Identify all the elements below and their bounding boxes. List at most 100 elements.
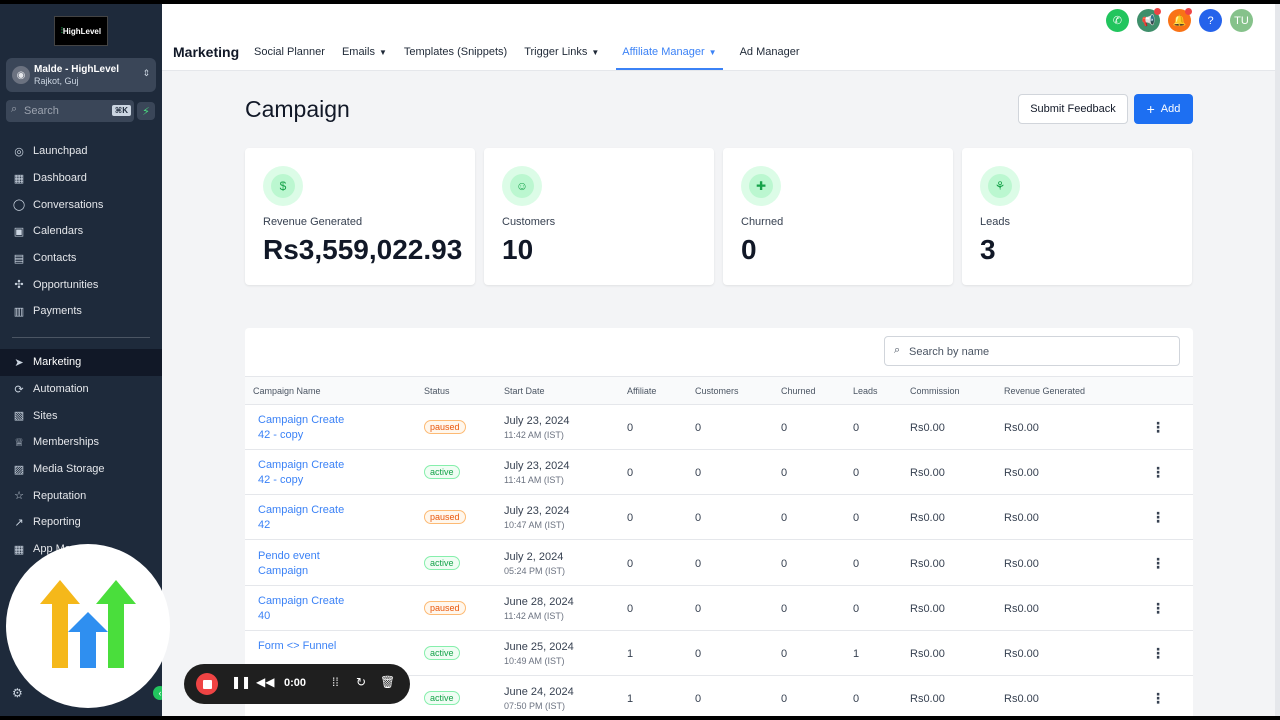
sidebar-item-dashboard[interactable]: ▦ Dashboard (0, 165, 162, 192)
sidebar-search-placeholder: Search (24, 105, 59, 117)
bell-icon[interactable]: 🔔 (1168, 8, 1192, 32)
stat-label: Customers (502, 216, 556, 228)
cell-churned: 0 (781, 467, 788, 480)
chevron-updown-icon: ⇕ (142, 68, 150, 78)
stat-card-revenue-generated: $ Revenue Generated Rs3,559,022.93 (245, 148, 475, 285)
stop-recording-button[interactable] (196, 673, 218, 695)
more-options-icon[interactable]: ⋮ (1151, 419, 1165, 435)
sidebar-item-marketing[interactable]: ➤ Marketing (0, 349, 162, 376)
phone-icon[interactable]: ✆ (1106, 9, 1129, 32)
column-header[interactable]: Commission (910, 386, 960, 396)
cell-churned: 0 (781, 693, 788, 706)
sidebar-item-calendars[interactable]: ▣ Calendars (0, 218, 162, 245)
column-header[interactable]: Campaign Name (253, 386, 321, 396)
tab-templates-snippets-[interactable]: Templates (Snippets) (404, 40, 507, 70)
more-options-icon[interactable]: ⋮ (1151, 509, 1165, 526)
quick-action-bolt-icon[interactable]: ⚡ (137, 102, 155, 120)
sidebar-item-sites[interactable]: ▧ Sites (0, 402, 162, 429)
start-date: July 2, 2024 (504, 550, 564, 563)
tab-emails[interactable]: Emails ▼ (342, 40, 387, 70)
status-badge: paused (424, 510, 466, 525)
user-avatar[interactable]: TU (1230, 9, 1253, 32)
column-header[interactable]: Affiliate (627, 386, 657, 396)
tab-ad-manager[interactable]: Ad Manager (740, 40, 800, 70)
sidebar-item-label: Reputation (33, 489, 87, 502)
sidebar-item-reporting[interactable]: ↗ Reporting (0, 509, 162, 536)
status-badge: active (424, 555, 460, 570)
sidebar-item-memberships[interactable]: ♕ Memberships (0, 429, 162, 456)
column-header[interactable]: Leads (853, 386, 878, 396)
column-header[interactable]: Start Date (504, 386, 545, 396)
campaign-name-link[interactable]: Form <> Funnel (258, 639, 336, 654)
pause-icon[interactable]: ❚❚ (231, 675, 252, 689)
more-options-icon[interactable]: ⋮ (1151, 464, 1165, 481)
drag-handle-icon[interactable]: ⁞⁞ (332, 675, 339, 689)
account-switcher[interactable]: ◉ Malde - HighLevel Rajkot, Guj ⇕ (6, 58, 156, 92)
cell-leads: 0 (853, 602, 860, 615)
rewind-icon[interactable]: ◀◀ (256, 675, 275, 689)
stat-card-customers: ☺ Customers 10 (484, 148, 714, 285)
submit-feedback-button[interactable]: Submit Feedback (1018, 94, 1128, 124)
table-row[interactable]: Campaign Create 42 - copy active July 23, 2… (245, 450, 1193, 496)
cell-commission: Rs0.00 (910, 602, 945, 615)
add-button[interactable]: + Add (1134, 94, 1193, 124)
sidebar-search[interactable]: ⌕ Search ⌘K (6, 100, 134, 122)
cell-customers: 0 (695, 557, 702, 570)
stat-icon-wrap: ⚘ (980, 166, 1020, 206)
sidebar-item-conversations[interactable]: ◯ Conversations (0, 191, 162, 218)
cell-churned: 0 (781, 648, 788, 660)
cell-revenue: Rs0.00 (1004, 467, 1039, 480)
highlevel-logo[interactable]: ⫶ HighLevel (54, 16, 108, 46)
campaign-name-link[interactable]: Campaign Create 40 (258, 594, 344, 624)
column-header[interactable]: Status (424, 386, 450, 396)
table-row[interactable]: Campaign Create 40 paused June 28, 2024 11:4… (245, 586, 1193, 631)
more-options-icon[interactable]: ⋮ (1151, 554, 1165, 571)
column-header[interactable]: Customers (695, 386, 739, 396)
status-badge: active (424, 465, 460, 480)
sidebar-item-media-storage[interactable]: ▨ Media Storage (0, 456, 162, 483)
sidebar-item-label: Memberships (33, 436, 100, 449)
cell-revenue: Rs0.00 (1004, 693, 1039, 706)
tab-label: Affiliate Manager (622, 46, 705, 58)
plus-icon: + (1146, 101, 1155, 117)
campaign-name-link[interactable]: Pendo event Campaign (258, 549, 320, 579)
tab-label: Emails (341, 46, 375, 58)
sidebar-item-reputation[interactable]: ☆ Reputation (0, 482, 162, 509)
restart-icon[interactable]: ↻ (356, 675, 367, 689)
tab-label: Trigger Links (524, 46, 588, 58)
campaign-name-link[interactable]: Campaign Create 42 - copy (258, 458, 344, 488)
sidebar-item-label: Sites (33, 409, 58, 422)
table-row[interactable]: Campaign Create 42 paused July 23, 2024 10:4… (245, 495, 1193, 541)
table-row[interactable]: Campaign Create 42 - copy paused July 23, 2… (245, 405, 1193, 450)
stat-value: 0 (741, 234, 757, 265)
tab-trigger-links[interactable]: Trigger Links ▼ (524, 40, 599, 70)
tab-affiliate-manager[interactable]: Affiliate Manager ▼ (616, 40, 723, 70)
settings-gear-icon[interactable]: ⚙ (12, 686, 23, 700)
campaign-name-link[interactable]: Campaign Create 42 (258, 503, 344, 533)
table-row[interactable]: Form <> Funnel active June 25, 2024 10:49 A… (245, 631, 1193, 676)
table-row[interactable]: active June 24, 2024 07:50 PM (IST) 1 0 0 0 Rs0… (245, 676, 1193, 716)
status-badge: paused (424, 600, 466, 615)
page-scrollbar[interactable] (1275, 4, 1280, 716)
table-row[interactable]: Pendo event Campaign active July 2, 2024 05:… (245, 541, 1193, 586)
campaign-search-input[interactable]: ⌕ Search by name (884, 336, 1180, 366)
trash-icon[interactable]: 🗑 (380, 675, 396, 689)
tab-social-planner[interactable]: Social Planner (254, 40, 325, 70)
more-options-icon[interactable]: ⋮ (1151, 690, 1165, 707)
sidebar-item-automation[interactable]: ⟳ Automation (0, 376, 162, 403)
sidebar-item-contacts[interactable]: ▤ Contacts (0, 245, 162, 272)
more-options-icon[interactable]: ⋮ (1151, 599, 1165, 616)
sidebar-item-payments[interactable]: ▥ Payments (0, 298, 162, 325)
tab-label: Templates (Snippets) (403, 46, 508, 58)
column-header[interactable]: Churned (781, 386, 816, 396)
cell-revenue: Rs0.00 (1004, 648, 1039, 660)
sidebar-item-opportunities[interactable]: ✣ Opportunities (0, 271, 162, 298)
column-header[interactable]: Revenue Generated (1004, 386, 1086, 396)
cell-churned: 0 (781, 557, 788, 570)
top-bar: Marketing Social Planner Emails ▼ Templates… (162, 4, 1275, 71)
campaign-name-link[interactable]: Campaign Create 42 - copy (258, 413, 344, 443)
more-options-icon[interactable]: ⋮ (1151, 645, 1165, 661)
megaphone-icon[interactable]: 📢 (1137, 8, 1161, 32)
help-icon[interactable]: ? (1199, 9, 1222, 32)
sidebar-item-launchpad[interactable]: ◎ Launchpad (0, 138, 162, 165)
